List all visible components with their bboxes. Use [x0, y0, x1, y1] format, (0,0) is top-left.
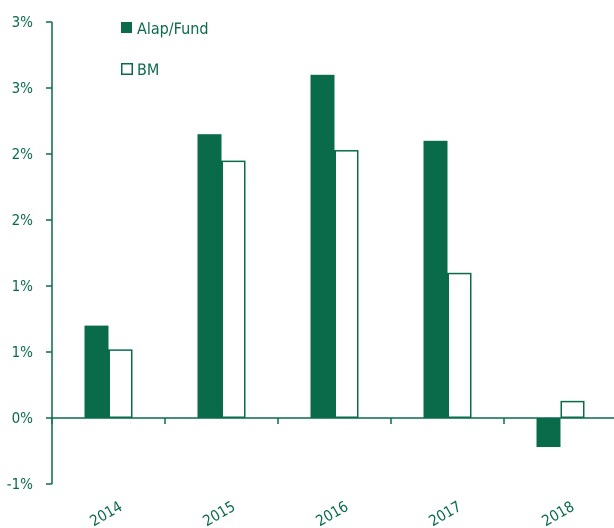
- y-tick-label: -1%: [7, 475, 33, 493]
- bar-bm-2014: [108, 349, 133, 418]
- x-tick-label: 2015: [200, 497, 239, 528]
- bar-fund-2015: [197, 134, 222, 418]
- y-tick-label: 1%: [12, 343, 34, 361]
- bar-bm-2015: [221, 160, 246, 418]
- legend-swatch-fund: [121, 22, 132, 33]
- legend-swatch-bm: [121, 63, 133, 75]
- bar-fund-2017: [423, 140, 448, 419]
- x-tick-label: 2017: [426, 497, 465, 528]
- bar-fund-2016: [310, 74, 335, 419]
- y-tick-label: 1%: [12, 277, 34, 295]
- legend-label-bm: BM: [137, 60, 159, 79]
- bars: [84, 74, 585, 448]
- bar-bm-2017: [447, 272, 472, 418]
- bar-fund-2014: [84, 325, 109, 418]
- bar-fund-2018: [536, 418, 561, 448]
- legend: Alap/Fund BM: [121, 19, 208, 79]
- legend-label-fund: Alap/Fund: [137, 19, 208, 38]
- y-axis: 3% 3% 2% 2% 1% 1% 0% -1%: [7, 13, 53, 493]
- x-axis: 2014 2015 2016 2017 2018: [51, 417, 614, 528]
- y-tick-label: 0%: [12, 409, 34, 427]
- y-tick-label: 3%: [12, 13, 34, 31]
- y-tick-label: 2%: [12, 145, 34, 163]
- y-tick-label: 3%: [12, 79, 34, 97]
- bar-bm-2016: [334, 150, 359, 418]
- x-tick-label: 2016: [313, 497, 352, 528]
- x-tick-label: 2018: [539, 497, 578, 528]
- bar-bm-2018: [560, 400, 585, 418]
- y-tick-label: 2%: [12, 211, 34, 229]
- x-tick-label: 2014: [87, 497, 126, 528]
